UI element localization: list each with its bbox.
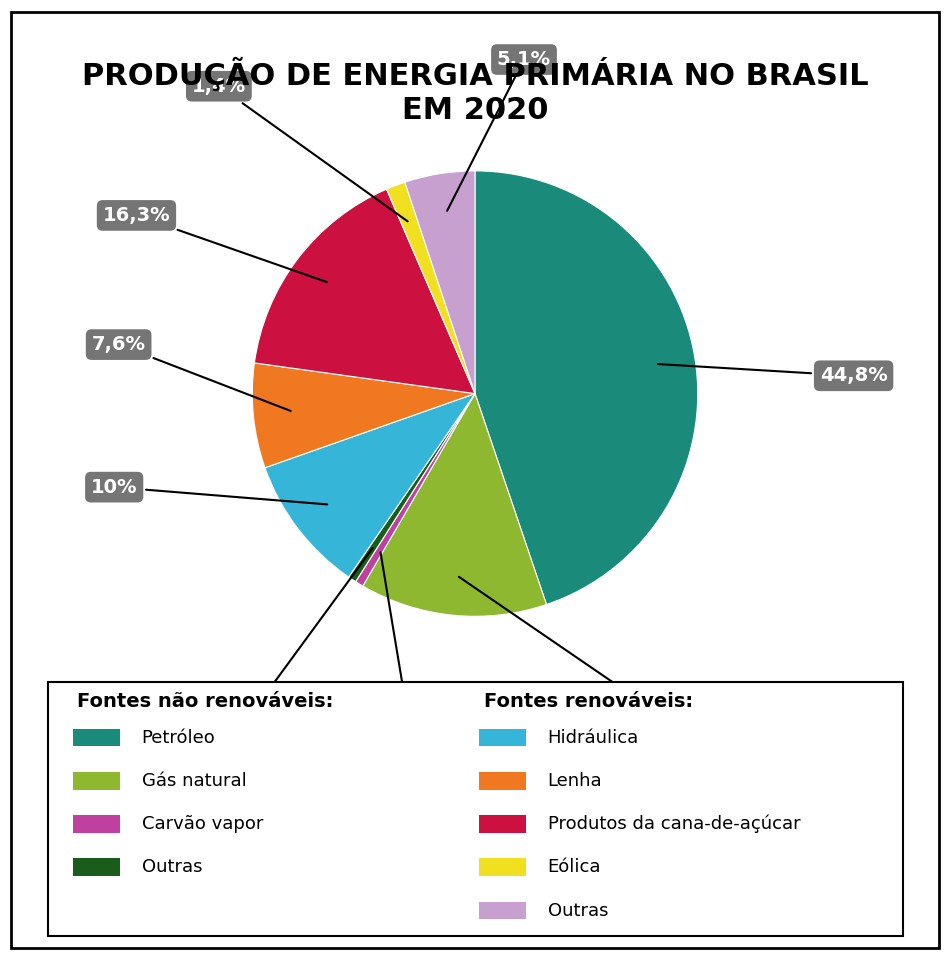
- Text: Carvão vapor: Carvão vapor: [142, 815, 263, 833]
- Bar: [480, 772, 526, 790]
- Wedge shape: [253, 363, 475, 468]
- Text: 16,3%: 16,3%: [103, 206, 327, 282]
- FancyBboxPatch shape: [48, 682, 902, 936]
- Text: 0,6%: 0,6%: [381, 552, 440, 755]
- Bar: [73, 729, 120, 747]
- Text: Outras: Outras: [547, 901, 608, 920]
- Text: 13,6%: 13,6%: [459, 577, 687, 719]
- Text: Fontes não renováveis:: Fontes não renováveis:: [78, 692, 333, 711]
- Text: Lenha: Lenha: [547, 772, 602, 790]
- Text: Petróleo: Petróleo: [142, 729, 216, 747]
- Bar: [480, 815, 526, 833]
- Text: 1,4%: 1,4%: [192, 77, 408, 222]
- Bar: [480, 901, 526, 920]
- Wedge shape: [363, 394, 546, 616]
- Bar: [480, 729, 526, 747]
- Wedge shape: [355, 394, 475, 586]
- Text: 7,6%: 7,6%: [91, 335, 291, 411]
- Text: 44,8%: 44,8%: [658, 364, 887, 385]
- Wedge shape: [255, 189, 475, 394]
- Text: 5,1%: 5,1%: [447, 50, 551, 211]
- Bar: [73, 815, 120, 833]
- Text: Hidráulica: Hidráulica: [547, 729, 639, 747]
- Bar: [480, 858, 526, 876]
- Text: 0,6%: 0,6%: [214, 548, 372, 737]
- Wedge shape: [405, 171, 475, 394]
- Bar: [73, 858, 120, 876]
- Text: 10%: 10%: [91, 478, 327, 504]
- Bar: [73, 772, 120, 790]
- Text: Produtos da cana-de-açúcar: Produtos da cana-de-açúcar: [547, 815, 800, 833]
- Text: Gás natural: Gás natural: [142, 772, 246, 790]
- Text: Eólica: Eólica: [547, 858, 601, 876]
- Text: PRODUÇÃO DE ENERGIA PRIMÁRIA NO BRASIL
EM 2020: PRODUÇÃO DE ENERGIA PRIMÁRIA NO BRASIL E…: [82, 58, 868, 125]
- Wedge shape: [387, 182, 475, 394]
- Text: Fontes renováveis:: Fontes renováveis:: [484, 692, 693, 711]
- Text: Outras: Outras: [142, 858, 202, 876]
- Wedge shape: [265, 394, 475, 577]
- Wedge shape: [475, 171, 697, 605]
- Wedge shape: [349, 394, 475, 582]
